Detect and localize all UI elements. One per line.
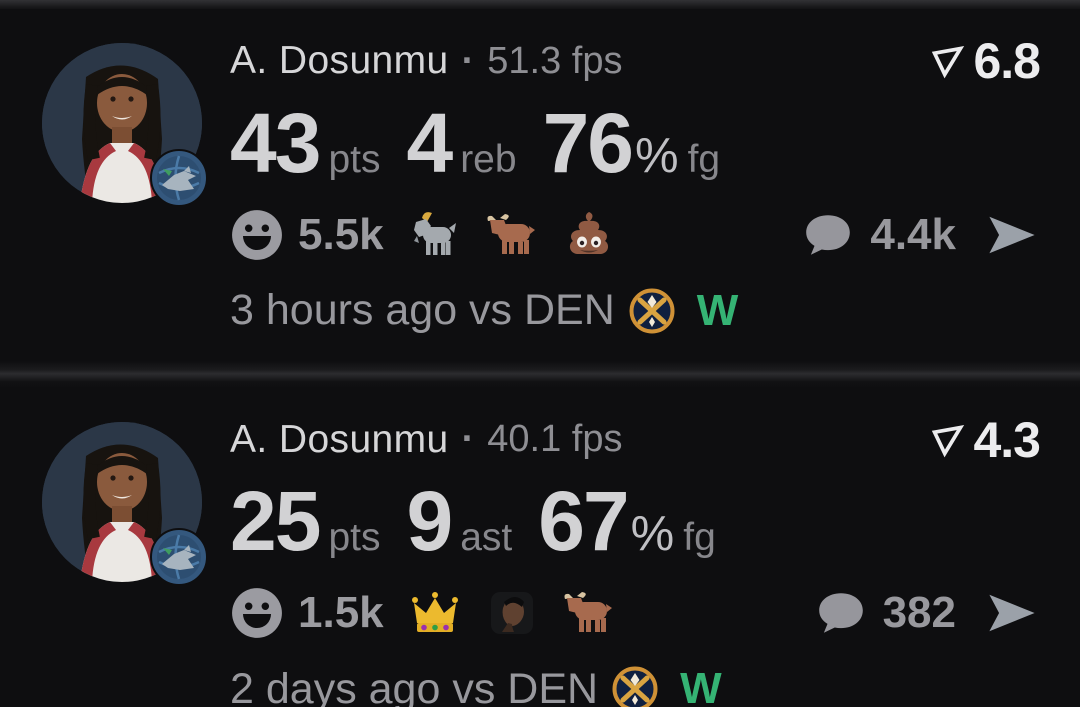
stat-value: 9	[406, 474, 453, 568]
player-avatar[interactable]	[42, 421, 208, 586]
stat-value: 4	[406, 95, 453, 190]
stat-percent-sign: %	[635, 128, 679, 183]
comments-button[interactable]: 382	[814, 586, 956, 640]
projection-group: 4.3	[929, 411, 1041, 470]
player-name: A. Dosunmu	[230, 39, 449, 83]
player-avatar[interactable]	[42, 43, 208, 207]
stat-unit: reb	[460, 137, 517, 181]
timberwolves-badge-icon	[150, 149, 208, 207]
player-name: A. Dosunmu	[230, 417, 449, 461]
crown-emoji[interactable]	[409, 587, 461, 639]
dot-separator: ·	[461, 39, 475, 82]
game-timestamp: 2 days ago vs DEN	[230, 664, 599, 707]
top-edge-strip	[0, 0, 1080, 9]
stat-value: 67	[538, 474, 629, 568]
stat-line: 25 pts 9 ast 67% fg	[230, 479, 1040, 563]
poop-emoji[interactable]	[563, 209, 615, 261]
speech-bubble-icon	[818, 593, 863, 633]
player-face-emoji[interactable]	[486, 587, 538, 639]
dart-icon	[932, 424, 965, 458]
game-timestamp: 3 hours ago vs DEN	[230, 286, 615, 334]
reaction-count: 1.5k	[298, 588, 384, 637]
comment-count: 382	[882, 588, 956, 637]
dart-icon	[932, 46, 965, 79]
comment-count: 4.4k	[870, 209, 956, 259]
ox-emoji[interactable]	[486, 209, 538, 261]
stat-unit: pts	[328, 516, 381, 559]
ox-emoji[interactable]	[563, 587, 615, 639]
stat-percent-sign: %	[630, 507, 675, 561]
nuggets-logo-icon	[629, 288, 675, 333]
reaction-count: 5.5k	[298, 209, 384, 259]
speech-bubble-icon	[806, 214, 851, 255]
projection-value: 4.3	[973, 411, 1041, 468]
paper-plane-icon[interactable]	[984, 585, 1040, 641]
stat-unit: pts	[328, 137, 381, 181]
stat-card[interactable]: A. Dosunmu · 51.3 fps 6.8 43 pts 4 reb 76% fg	[0, 9, 1080, 361]
card-divider	[0, 360, 1080, 388]
smiley-icon	[232, 588, 282, 638]
reaction-button[interactable]: 5.5k	[230, 208, 384, 262]
stat-value: 76	[542, 95, 634, 190]
stat-unit: fg	[687, 137, 721, 181]
player-photo	[42, 43, 202, 203]
timberwolves-badge-icon	[150, 527, 208, 586]
comments-button[interactable]: 4.4k	[801, 208, 956, 262]
fantasy-points: 51.3 fps	[487, 39, 623, 82]
paper-plane-icon[interactable]	[984, 207, 1040, 263]
win-badge: W	[696, 285, 739, 335]
stat-value: 43	[230, 95, 321, 190]
fantasy-points: 40.1 fps	[487, 418, 623, 461]
stat-card[interactable]: A. Dosunmu · 40.1 fps 4.3 25 pts 9 ast 67% fg	[0, 387, 1080, 707]
smiley-icon	[232, 209, 282, 260]
stat-line: 43 pts 4 reb 76% fg	[230, 101, 1040, 185]
projection-group: 6.8	[929, 33, 1041, 91]
nuggets-logo-icon	[612, 666, 658, 707]
stat-unit: ast	[460, 516, 513, 559]
reaction-button[interactable]: 1.5k	[230, 586, 384, 640]
stat-unit: fg	[683, 516, 716, 559]
stat-value: 25	[230, 474, 321, 568]
win-badge: W	[680, 664, 722, 707]
projection-value: 6.8	[973, 33, 1041, 89]
dot-separator: ·	[461, 418, 475, 461]
goat-emoji[interactable]	[409, 209, 461, 261]
